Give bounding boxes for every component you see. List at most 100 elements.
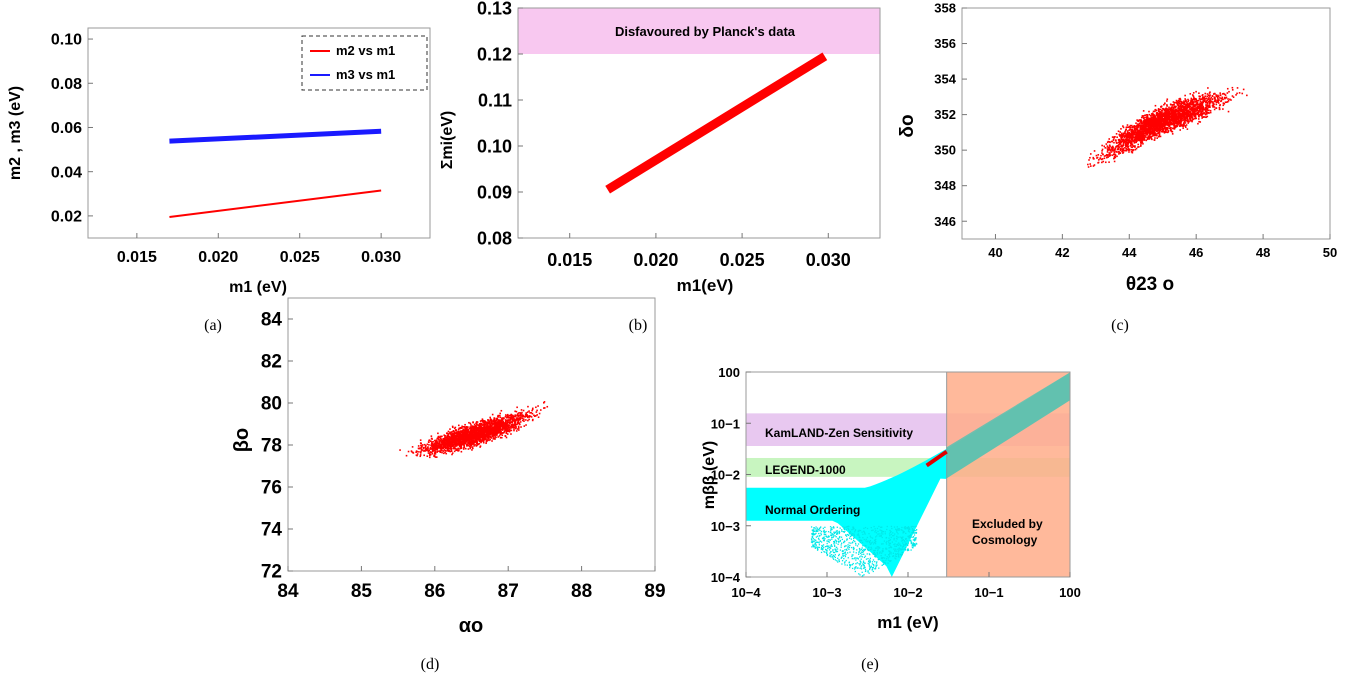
- scatter-point-d: [465, 430, 468, 432]
- scatter-point-d: [504, 415, 507, 418]
- scatter-point-d: [477, 424, 480, 426]
- scatter-point-d: [531, 409, 533, 412]
- scatter-point-d: [429, 446, 432, 449]
- scatter-point-d: [475, 444, 478, 447]
- scatter-point-c: [1182, 123, 1184, 126]
- scatter-point-d: [453, 436, 455, 438]
- scatter-point-c: [1182, 101, 1185, 104]
- scatter-point-c: [1149, 120, 1151, 123]
- scatter-point-c: [1186, 105, 1188, 107]
- scatter-point-d: [431, 452, 434, 455]
- scatter-point-c: [1201, 103, 1203, 105]
- scatter-point-c: [1199, 102, 1201, 104]
- scatter-point-d: [471, 425, 473, 427]
- scatter-point-d: [490, 420, 493, 423]
- scatter-point-c: [1208, 104, 1211, 106]
- scatter-point-c: [1173, 114, 1176, 116]
- scatter-point-d: [469, 440, 472, 443]
- scatter-point-c: [1125, 141, 1127, 144]
- scatter-point-d: [474, 443, 476, 446]
- scatter-point-d: [476, 423, 478, 426]
- scatter-point-c: [1183, 108, 1185, 111]
- scatter-point-d: [440, 440, 443, 442]
- y-tick-label: 0.06: [51, 120, 82, 137]
- scatter-point-c: [1181, 108, 1184, 111]
- scatter-point-d: [543, 401, 545, 404]
- scatter-point-c: [1166, 105, 1168, 107]
- scatter-point-d: [440, 441, 443, 444]
- scatter-point-c: [1159, 108, 1162, 111]
- scatter-point-c: [1190, 106, 1192, 109]
- scatter-point-c: [1186, 112, 1189, 115]
- scatter-point-d: [498, 420, 500, 423]
- x-tick-label: 0.020: [198, 249, 238, 266]
- scatter-point-d: [455, 448, 458, 451]
- ticks-b: 0.015 0.020 0.025 0.0300.080.090.100.110.12…: [477, 0, 851, 270]
- scatter-point-d: [477, 436, 480, 439]
- scatter-point-c: [1191, 94, 1194, 96]
- scatter-point-d: [511, 419, 514, 422]
- scatter-point-d: [469, 444, 472, 446]
- scatter-point-c: [1198, 115, 1200, 118]
- scatter-point-d: [419, 439, 422, 441]
- scatter-point-d: [498, 435, 501, 437]
- scatter-point-d: [455, 432, 458, 435]
- scatter-point-c: [1196, 104, 1199, 106]
- scatter-point-d: [456, 439, 459, 441]
- y-tick-label: 82: [261, 352, 282, 373]
- scatter-point-d: [478, 422, 481, 425]
- scatter-point-d: [452, 439, 454, 441]
- scatter-point-d: [491, 428, 494, 431]
- scatter-point-c: [1181, 104, 1184, 107]
- scatter-point-c: [1131, 138, 1133, 141]
- scatter-point-d: [479, 438, 481, 441]
- scatter-point-c: [1104, 161, 1107, 164]
- scatter-point-c: [1142, 116, 1144, 118]
- scatter-point-d: [519, 411, 521, 414]
- scatter-point-d: [460, 440, 463, 443]
- scatter-point-c: [1179, 120, 1182, 122]
- scatter-point-c: [1132, 135, 1134, 138]
- scatter-point-c: [1147, 122, 1149, 125]
- scatter-point-d: [536, 414, 538, 416]
- scatter-point-d: [475, 427, 478, 429]
- scatter-point-d: [467, 431, 470, 433]
- scatter-point-c: [1106, 154, 1109, 157]
- scatter-point-c: [1175, 108, 1178, 111]
- legend-box-a: [301, 35, 428, 91]
- scatter-point-c: [1097, 159, 1100, 161]
- scatter-point-c: [1119, 149, 1122, 152]
- scatter-point-d: [513, 415, 516, 418]
- scatter-point-c: [1205, 111, 1207, 114]
- scatter-point-c: [1133, 125, 1135, 128]
- scatter-point-c: [1217, 94, 1219, 97]
- scatter-point-c: [1177, 116, 1180, 119]
- scatter-point-d: [467, 437, 470, 440]
- plot-frame-c: [961, 7, 1331, 240]
- scatter-point-c: [1101, 150, 1103, 152]
- scatter-point-c: [1162, 117, 1164, 120]
- scatter-point-c: [1137, 120, 1140, 123]
- scatter-point-c: [1185, 99, 1187, 102]
- scatter-point-c: [1208, 96, 1210, 99]
- x-tick-label: 50: [1323, 245, 1337, 260]
- scatter-point-d: [506, 416, 509, 419]
- scatter-point-c: [1153, 125, 1155, 128]
- scatter-point-d: [482, 435, 484, 438]
- scatter-point-d: [484, 435, 487, 438]
- scatter-point-c: [1158, 119, 1160, 122]
- scatter-point-d: [473, 429, 476, 431]
- scatter-point-d: [419, 455, 422, 458]
- scatter-point-d: [466, 435, 469, 437]
- scatter-point-d: [443, 439, 446, 442]
- planck-annotation: Disfavoured by Planck's data: [615, 24, 796, 39]
- scatter-point-c: [1161, 110, 1164, 112]
- scatter-point-d: [470, 437, 472, 439]
- scatter-point-c: [1144, 130, 1147, 133]
- y-tick-label: 0.10: [477, 136, 512, 156]
- scatter-point-c: [1169, 108, 1172, 111]
- scatter-point-d: [449, 436, 451, 438]
- scatter-point-c: [1135, 139, 1137, 142]
- scatter-point-d: [470, 439, 473, 442]
- scatter-point-d: [486, 430, 488, 433]
